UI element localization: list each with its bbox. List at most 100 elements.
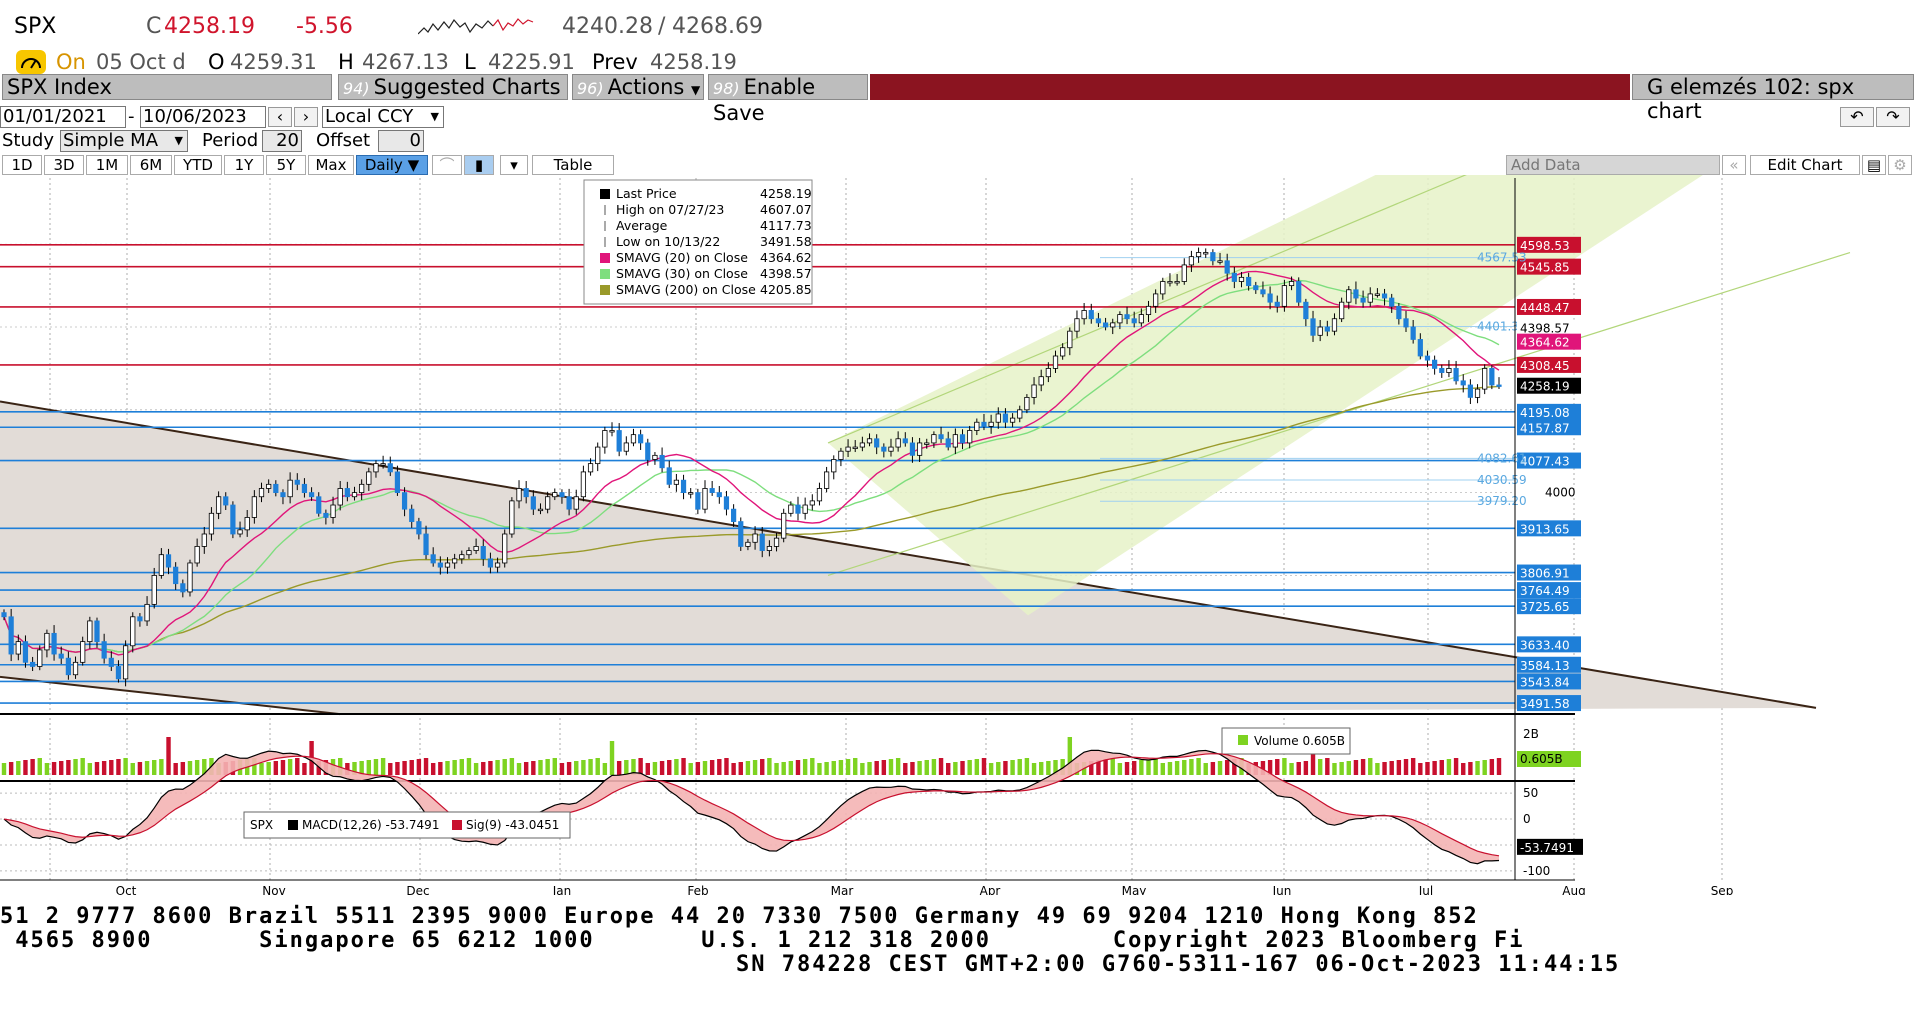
candle-body xyxy=(316,496,322,514)
level-badge-4077.43 xyxy=(1517,452,1581,469)
volume-bar xyxy=(438,762,443,775)
candle-body xyxy=(330,504,336,518)
candle-body xyxy=(51,632,57,655)
period-6m[interactable]: 6M xyxy=(130,155,172,175)
chart-settings-icon[interactable]: ▤ xyxy=(1862,155,1886,175)
start-date-field[interactable]: 01/01/2021 xyxy=(0,106,126,128)
candle-body xyxy=(180,583,186,593)
candle-body xyxy=(1045,368,1051,378)
volume-bar xyxy=(1117,763,1123,775)
candle-body xyxy=(1374,293,1381,296)
volume-bar xyxy=(702,761,708,775)
legend-label-3: Low on 10/13/22 xyxy=(616,234,720,249)
currency-select[interactable]: Local CCY ▼ xyxy=(322,106,444,128)
period-1y[interactable]: 1Y xyxy=(224,155,264,175)
candle-body xyxy=(1253,285,1259,291)
volume-bar xyxy=(559,763,565,775)
candle-chart-icon[interactable]: ▮ xyxy=(464,155,494,175)
period-max[interactable]: Max xyxy=(308,155,354,175)
volume-bar xyxy=(202,759,207,775)
volume-bar xyxy=(1389,761,1394,775)
sma-200-line xyxy=(3,385,1500,653)
axis-badge-label-sma30: 4398.57 xyxy=(1520,322,1570,336)
x-month-Apr: Apr xyxy=(980,884,1001,895)
volume-bar xyxy=(166,737,171,775)
edit-chart-button[interactable]: Edit Chart xyxy=(1750,155,1860,175)
volume-bar xyxy=(123,758,128,775)
period-1m[interactable]: 1M xyxy=(86,155,128,175)
price-chart[interactable]: 4598.53 4545.85 4448.47 4308.45 4195.084157.… xyxy=(0,175,1916,895)
volume-bar xyxy=(109,760,114,775)
price-legend[interactable]: Last Price 4258.19 High on 07/27/23 4607.07… xyxy=(583,179,813,305)
enable-save-button[interactable]: 98) Enable Save xyxy=(708,74,868,125)
candle-body xyxy=(1,612,7,618)
x-month-Mar: Mar xyxy=(831,884,854,895)
candle-body xyxy=(1181,264,1187,282)
redo-icon[interactable]: ↷ xyxy=(1876,107,1910,127)
candle-body xyxy=(938,434,944,440)
macd-legend-macd: MACD(12,26) -53.7491 xyxy=(302,818,439,832)
volume-bar xyxy=(1,763,7,775)
actions-button[interactable]: 96) Actions ▼ xyxy=(572,74,704,100)
candle-body xyxy=(1031,384,1037,398)
study-select[interactable]: Simple MA ▼ xyxy=(60,130,188,152)
chart-type-dropdown-icon[interactable]: ▾ xyxy=(500,155,528,175)
x-month-May: May xyxy=(1122,884,1147,895)
candle-body xyxy=(838,450,844,460)
candle-body xyxy=(87,620,93,643)
candle-body xyxy=(30,661,36,667)
volume-bar xyxy=(802,759,808,775)
candle-body xyxy=(609,430,615,433)
gear-icon[interactable]: ⚙ xyxy=(1888,155,1912,175)
candle-body xyxy=(1432,359,1438,369)
offset-field[interactable]: 0 xyxy=(378,130,424,152)
volume-bar xyxy=(574,761,579,775)
candle-body xyxy=(80,641,86,663)
volume-bar xyxy=(566,762,572,775)
study-label: Study xyxy=(2,130,54,151)
next-arrow-icon[interactable]: › xyxy=(294,107,318,127)
level-badge-3764.49 xyxy=(1517,582,1581,599)
period-3d[interactable]: 3D xyxy=(44,155,84,175)
volume-swatch xyxy=(1238,735,1248,745)
candle-body xyxy=(230,504,236,535)
candle-body xyxy=(680,479,687,494)
volume-bar xyxy=(409,760,414,775)
period-ytd[interactable]: YTD xyxy=(174,155,222,175)
faint-label-4030.59: 4030.59 xyxy=(1477,473,1527,487)
volume-bar xyxy=(824,762,829,775)
end-date-field[interactable]: 10/06/2023 xyxy=(140,106,266,128)
undo-icon[interactable]: ↶ xyxy=(1840,107,1874,127)
level-badge-3584.13 xyxy=(1517,656,1581,673)
volume-bar xyxy=(1489,759,1495,775)
volume-bar xyxy=(302,763,307,775)
volume-bar xyxy=(481,762,486,775)
candle-body xyxy=(816,488,823,502)
volume-bar xyxy=(1124,762,1130,775)
candle-body xyxy=(208,512,215,535)
period-5y[interactable]: 5Y xyxy=(266,155,306,175)
frequency-select[interactable]: Daily ▼ xyxy=(356,155,428,175)
line-chart-icon[interactable]: ⌒ xyxy=(432,155,462,175)
speedometer-icon[interactable] xyxy=(16,50,46,74)
collapse-icon[interactable]: « xyxy=(1722,155,1746,175)
table-button[interactable]: Table xyxy=(532,155,614,175)
x-month-Jul: Jul xyxy=(1418,884,1433,895)
candle-body xyxy=(745,541,751,547)
period-field[interactable]: 20 xyxy=(262,130,302,152)
add-data-field[interactable]: Add Data xyxy=(1506,155,1720,175)
candle-body xyxy=(566,496,572,510)
level-label-3806.91: 3806.91 xyxy=(1520,567,1570,581)
high-label: H xyxy=(338,50,354,74)
candle-body xyxy=(223,496,229,506)
period-1d[interactable]: 1D xyxy=(2,155,42,175)
candle-body xyxy=(852,446,858,449)
candle-body xyxy=(1267,293,1273,303)
candle-body xyxy=(1195,252,1202,258)
prev-arrow-icon[interactable]: ‹ xyxy=(268,107,292,127)
suggested-charts-button[interactable]: 94)Suggested Charts ▼ xyxy=(338,74,568,123)
volume-bar xyxy=(1410,758,1416,775)
security-field[interactable]: SPX Index xyxy=(2,74,332,100)
volume-bar xyxy=(1224,760,1230,775)
volume-bar xyxy=(931,759,937,775)
